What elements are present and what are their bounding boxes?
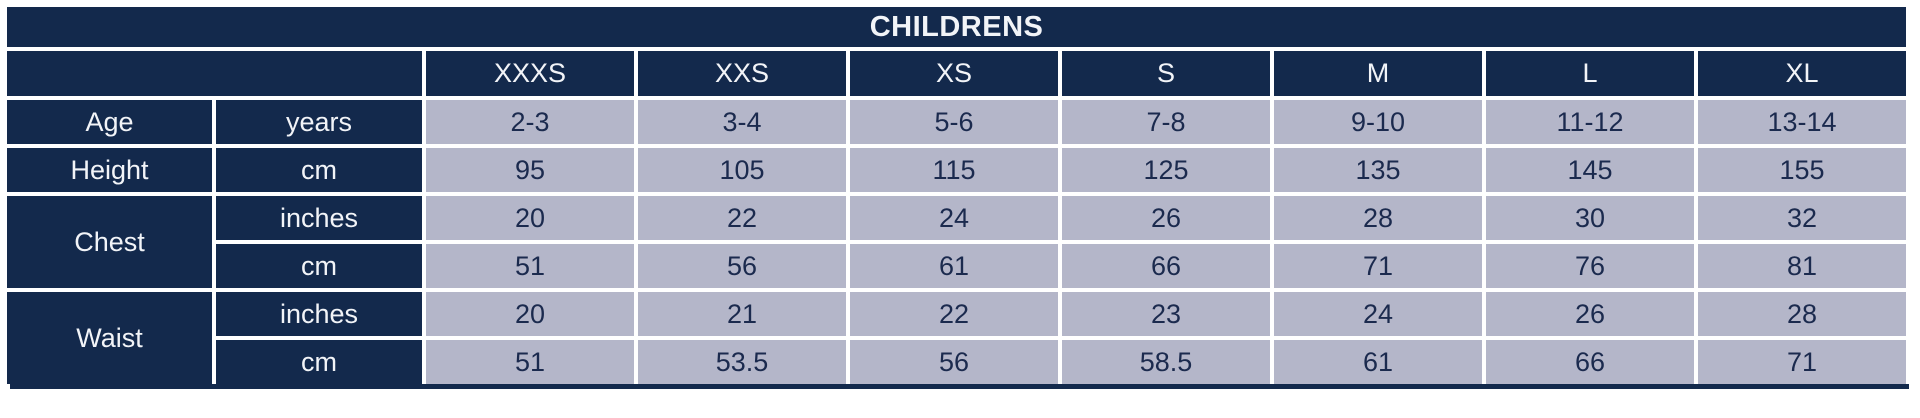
size-header-xxxs: XXXS <box>426 51 634 96</box>
value-cell: 5-6 <box>850 100 1058 144</box>
value-cell: 145 <box>1486 148 1694 192</box>
row-label-waist: Waist <box>7 292 212 384</box>
value-cell: 30 <box>1486 196 1694 240</box>
table-bottom-border <box>10 384 1909 389</box>
value-cell: 9-10 <box>1274 100 1482 144</box>
row-label-height: Height <box>7 148 212 192</box>
value-cell: 3-4 <box>638 100 846 144</box>
value-cell: 66 <box>1486 340 1694 384</box>
value-cell: 24 <box>1274 292 1482 336</box>
value-cell: 20 <box>426 292 634 336</box>
table-row-age-years: Age years 2-3 3-4 5-6 7-8 9-10 11-12 13-14 <box>7 100 1907 144</box>
value-cell: 28 <box>1698 292 1907 336</box>
value-cell: 2-3 <box>426 100 634 144</box>
value-cell: 32 <box>1698 196 1907 240</box>
value-cell: 81 <box>1698 244 1907 288</box>
unit-cell-height-cm: cm <box>216 148 422 192</box>
table-row-height-cm: Height cm 95 105 115 125 135 145 155 <box>7 148 1907 192</box>
size-header-xs: XS <box>850 51 1058 96</box>
value-cell: 13-14 <box>1698 100 1907 144</box>
table-row-chest-inches: Chest inches 20 22 24 26 28 30 32 <box>7 196 1907 288</box>
value-cell: 7-8 <box>1062 100 1270 144</box>
size-header-m: M <box>1274 51 1482 96</box>
value-cell: 22 <box>850 292 1058 336</box>
value-cell: 95 <box>426 148 634 192</box>
value-cell: 11-12 <box>1486 100 1694 144</box>
value-cell: 28 <box>1274 196 1482 240</box>
childrens-size-guide: CHILDRENS XXXS XXS XS S M L XL Age years 2-3 3-4 5… <box>3 3 1910 389</box>
unit-cell-waist-cm: cm <box>216 340 422 384</box>
value-cell: 53.5 <box>638 340 846 384</box>
size-chart-table: CHILDRENS XXXS XXS XS S M L XL Age years 2-3 3-4 5… <box>3 3 1910 388</box>
header-spacer-cell <box>7 51 422 96</box>
row-label-chest: Chest <box>7 196 212 288</box>
value-cell: 26 <box>1486 292 1694 336</box>
table-row-chest-cm: cm 51 56 61 66 71 76 81 <box>7 244 1907 288</box>
size-header-s: S <box>1062 51 1270 96</box>
value-cell: 22 <box>638 196 846 240</box>
value-cell: 71 <box>1698 340 1907 384</box>
value-cell: 135 <box>1274 148 1482 192</box>
value-cell: 20 <box>426 196 634 240</box>
value-cell: 66 <box>1062 244 1270 288</box>
size-header-xl: XL <box>1698 51 1907 96</box>
unit-cell-chest-inches: inches <box>216 196 422 240</box>
unit-cell-waist-inches: inches <box>216 292 422 336</box>
size-header-l: L <box>1486 51 1694 96</box>
value-cell: 125 <box>1062 148 1270 192</box>
value-cell: 76 <box>1486 244 1694 288</box>
row-label-age: Age <box>7 100 212 144</box>
value-cell: 56 <box>638 244 846 288</box>
value-cell: 23 <box>1062 292 1270 336</box>
value-cell: 58.5 <box>1062 340 1270 384</box>
unit-cell-chest-cm: cm <box>216 244 422 288</box>
value-cell: 56 <box>850 340 1058 384</box>
value-cell: 61 <box>850 244 1058 288</box>
size-header-row: XXXS XXS XS S M L XL <box>7 51 1907 96</box>
table-row-waist-inches: Waist inches 20 21 22 23 24 26 28 <box>7 292 1907 384</box>
title-row: CHILDRENS <box>7 7 1907 47</box>
value-cell: 61 <box>1274 340 1482 384</box>
size-header-xxs: XXS <box>638 51 846 96</box>
value-cell: 21 <box>638 292 846 336</box>
value-cell: 24 <box>850 196 1058 240</box>
value-cell: 115 <box>850 148 1058 192</box>
value-cell: 71 <box>1274 244 1482 288</box>
value-cell: 26 <box>1062 196 1270 240</box>
unit-cell-age-years: years <box>216 100 422 144</box>
value-cell: 105 <box>638 148 846 192</box>
value-cell: 51 <box>426 340 634 384</box>
value-cell: 155 <box>1698 148 1907 192</box>
value-cell: 51 <box>426 244 634 288</box>
measurement-rows: Age years 2-3 3-4 5-6 7-8 9-10 11-12 13-14 Height… <box>7 100 1907 384</box>
table-row-waist-cm: cm 51 53.5 56 58.5 61 66 71 <box>7 340 1907 384</box>
table-title: CHILDRENS <box>7 7 1907 47</box>
